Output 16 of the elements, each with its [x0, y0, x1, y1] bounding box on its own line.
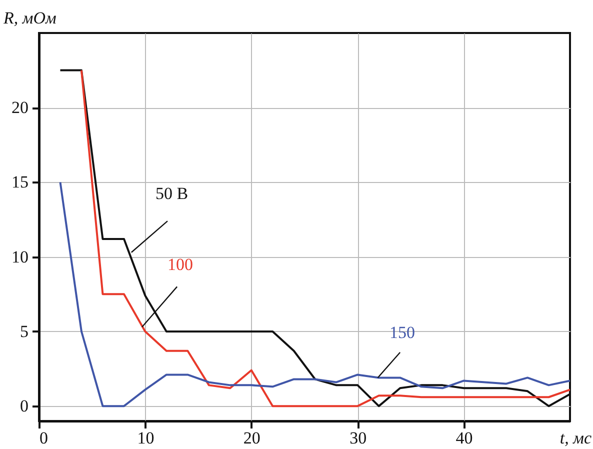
line-series	[59, 181, 570, 408]
y-axis-title: R, мОм	[2, 8, 57, 28]
x-tick-label: 20	[243, 428, 260, 448]
y-tick-label: 10	[12, 247, 28, 266]
y-tick-label: 0	[20, 396, 28, 416]
text: 100	[167, 255, 193, 274]
x-tick-label: 30	[350, 428, 367, 448]
text: 150	[389, 322, 415, 342]
y-tick-label: 15	[12, 172, 28, 192]
x-tick-label: 40	[456, 428, 473, 448]
y-tick-label: 20	[12, 98, 28, 118]
x-tick-label: 10	[137, 428, 154, 448]
x-axis-title: t, мс	[560, 428, 592, 448]
x-tick-label: 0	[40, 428, 48, 448]
y-tick-label: 5	[20, 322, 28, 341]
text: 50 В	[155, 184, 188, 204]
